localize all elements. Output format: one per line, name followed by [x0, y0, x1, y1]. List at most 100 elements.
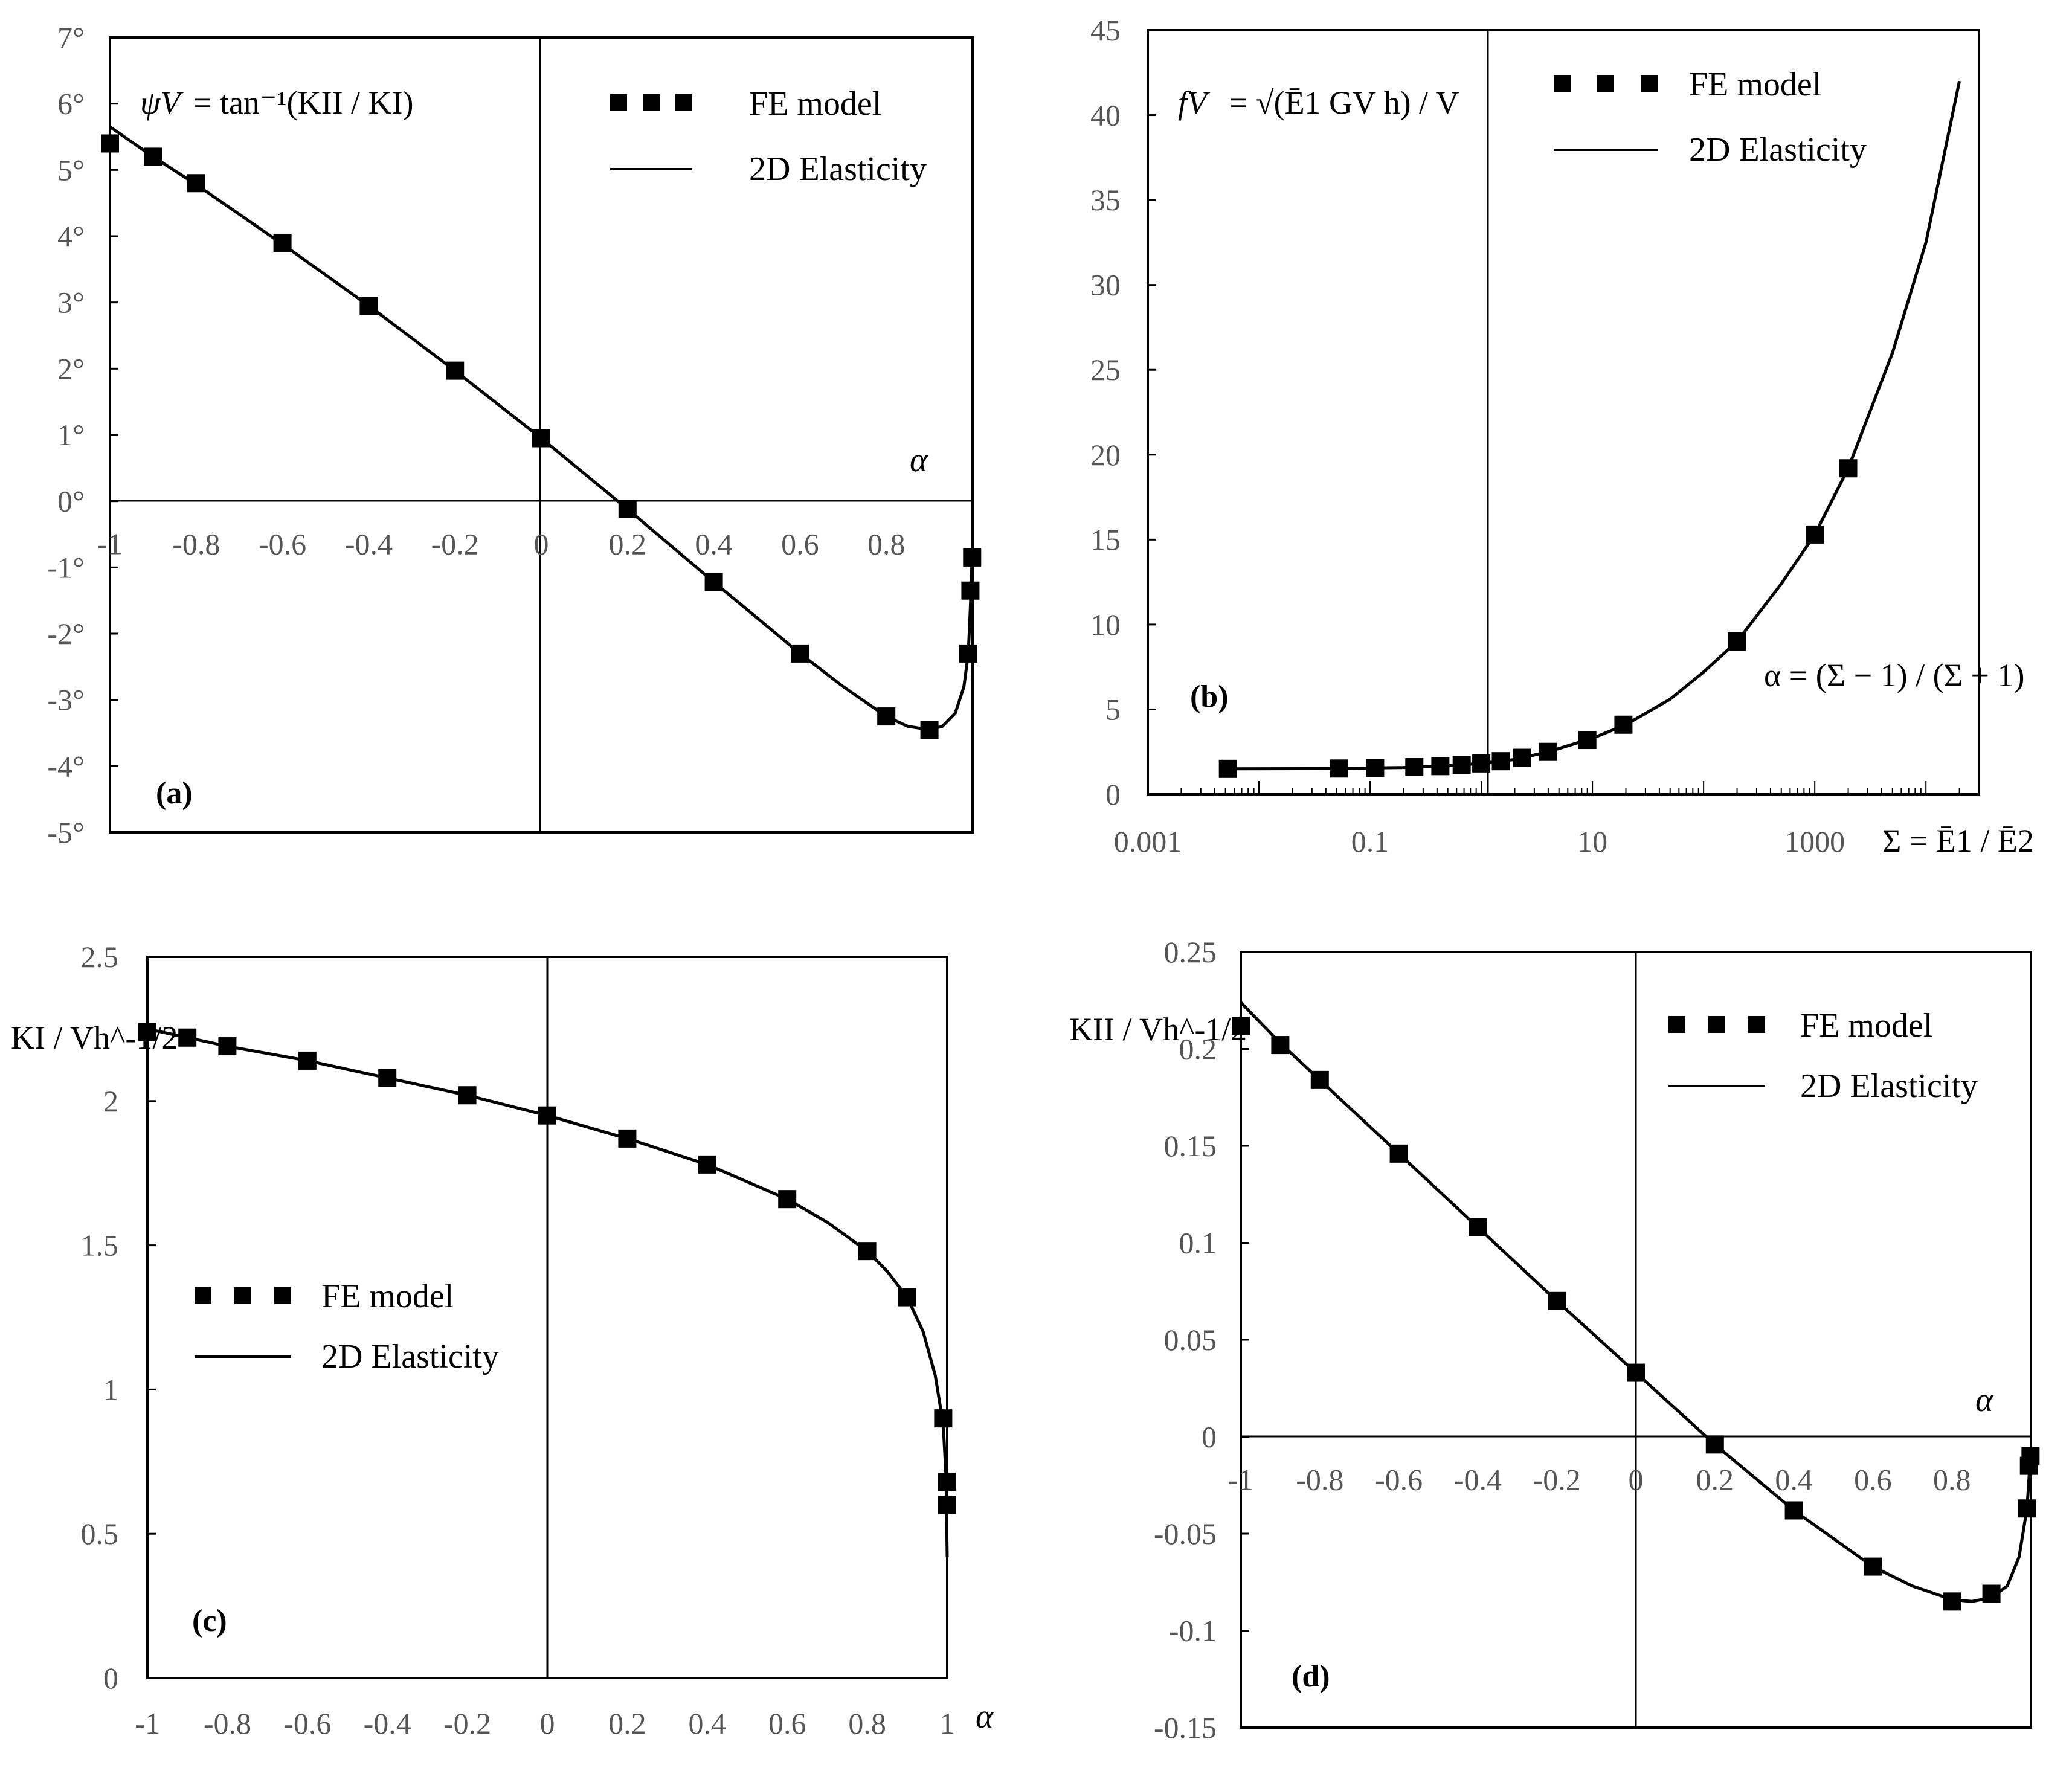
panel-d-fe-marker	[1548, 1291, 1566, 1310]
panel-a-y-tick-label: -4°	[47, 749, 85, 783]
panel-d-y-label: KII / Vh^-1/2	[1069, 1011, 1247, 1047]
panel-a-y-tick-label: -3°	[47, 683, 85, 717]
panel-b-y-tick-label: 35	[1090, 183, 1121, 217]
panel-a-legend-elasticity: 2D Elasticity	[749, 150, 927, 188]
panel-d-y-tick-label: -0.15	[1154, 1711, 1217, 1744]
panel-b-legend: FE model 2D Elasticity	[1554, 66, 1867, 169]
panel-d-legend-fe: FE model	[1800, 1007, 1932, 1044]
panel-b-y-tick-label: 45	[1090, 13, 1121, 47]
panel-c-fe-marker	[378, 1069, 397, 1087]
panel-c-fe-marker	[458, 1086, 477, 1105]
panel-d-x-tick-label: 0.8	[1933, 1463, 1971, 1497]
panel-a-fe-marker	[101, 134, 119, 153]
panel-a-fe-marker	[144, 147, 162, 166]
panel-d-fe-marker	[1310, 1070, 1329, 1089]
panel-a-y-tick-label: 5°	[57, 153, 85, 187]
panel-d-fe-marker	[2018, 1499, 2036, 1518]
panel-a-fe-marker	[920, 721, 939, 739]
panel-c-x-tick-label: 1	[940, 1706, 955, 1740]
panel-c-x-tick-label: -0.8	[204, 1706, 251, 1740]
panel-b-x-tick-label: 10	[1577, 825, 1607, 858]
panel-a-x-tick-label: -1	[97, 527, 123, 561]
panel-b-alpha-definition: α = (Σ − 1) / (Σ + 1)	[1764, 657, 2024, 693]
panel-a-x-label: α	[910, 442, 928, 479]
panel-b-fe-marker	[1539, 742, 1557, 761]
panel-a-fe-marker	[618, 500, 637, 518]
panel-d-x-tick-label: -0.2	[1533, 1463, 1581, 1497]
panel-d-x-tick-label: -1	[1228, 1463, 1253, 1497]
panel-a-y-tick-label: 6°	[57, 87, 85, 121]
panel-d: 0.25 0.2 0.15 0.1 0.05 0 -0.05 -0.1 -0.15 -1 -0.8…	[1069, 935, 2040, 1744]
panel-a-x-tick-label: 0	[534, 527, 549, 561]
panel-d-x-tick-label: -0.8	[1296, 1463, 1343, 1497]
panel-d-x-label: α	[1975, 1381, 1994, 1419]
panel-a-y-tick-label: 0°	[57, 484, 85, 518]
panel-d-elasticity-curve	[1240, 1001, 2032, 1603]
panel-c-fe-marker	[778, 1190, 797, 1209]
panel-a-fe-marker	[187, 174, 205, 193]
panel-d-fe-marker	[2021, 1447, 2040, 1465]
panel-a-x-tick-label: -0.8	[172, 527, 220, 561]
panel-b-fe-marker	[1405, 758, 1424, 777]
panel-c-x-tick-label: -0.2	[443, 1706, 491, 1740]
panel-d-x-tick-label: 0.6	[1854, 1463, 1892, 1497]
panel-c-fe-marker	[698, 1155, 716, 1174]
panel-c-legend-fe: FE model	[321, 1278, 454, 1315]
panel-d-y-tick-label: -0.05	[1154, 1517, 1217, 1551]
panel-a-x-tick-label: 0.8	[867, 527, 906, 561]
panel-a-fe-marker	[704, 573, 723, 591]
panel-d-fe-marker	[1627, 1363, 1645, 1382]
panel-c-fe-marker	[898, 1288, 916, 1307]
panel-b-fe-marker	[1452, 756, 1471, 774]
panel-d-panel-label: (d)	[1292, 1659, 1330, 1694]
panel-a-y-tick-label: -1°	[47, 550, 85, 584]
panel-c-y-tick-label: 2.5	[81, 940, 119, 974]
panel-a-fe-marker	[791, 644, 809, 663]
panel-a-legend-marker	[610, 94, 627, 111]
panel-d-x-tick-label: 0.4	[1775, 1463, 1813, 1497]
panel-a-x-tick-label: 0.2	[609, 527, 647, 561]
panel-c-y-tick-label: 2	[103, 1084, 118, 1118]
panel-a-fe-marker	[959, 644, 977, 663]
panel-d-x-tick-label: 0.2	[1696, 1463, 1734, 1497]
panel-b-y-tick-label: 10	[1090, 608, 1121, 641]
panel-b-y-tick-label: 40	[1090, 98, 1121, 132]
panel-b-panel-label: (b)	[1190, 680, 1229, 714]
panel-d-x-tick-label: -0.6	[1375, 1463, 1423, 1497]
panel-d-y-tick-label: 0.05	[1164, 1323, 1217, 1357]
panel-a-formula-lhs: ψV	[140, 85, 184, 121]
panel-d-fe-marker	[1982, 1584, 2001, 1603]
panel-b-x-tick-label: 0.1	[1351, 825, 1389, 858]
panel-a-y-tick-label: 1°	[57, 418, 85, 452]
panel-c-fe-marker	[934, 1409, 953, 1428]
panel-b-y-tick-label: 30	[1090, 268, 1121, 302]
panel-c-legend-marker	[234, 1287, 251, 1304]
panel-a-legend-fe: FE model	[749, 85, 881, 123]
panel-c-panel-label: (c)	[192, 1604, 227, 1638]
panel-b-y-tick-label: 20	[1090, 438, 1121, 472]
panel-b-legend-fe: FE model	[1689, 66, 1821, 103]
panel-b-fe-marker	[1513, 748, 1531, 767]
panel-b-plot-frame	[1147, 29, 1980, 796]
panel-b-legend-marker	[1641, 75, 1658, 92]
panel-c-x-tick-label: 0.8	[848, 1706, 886, 1740]
panel-b-fe-marker	[1431, 757, 1450, 776]
panel-d-fe-marker	[1271, 1036, 1290, 1055]
panel-d-legend-marker	[1748, 1016, 1765, 1033]
panel-a-fe-marker	[359, 297, 378, 315]
panel-c-x-tick-label: 0	[540, 1706, 555, 1740]
panel-d-legend-marker	[1708, 1016, 1725, 1033]
panel-c-legend-marker	[195, 1287, 211, 1304]
panel-a-fe-marker	[963, 548, 982, 567]
panel-b-y-tick-label: 0	[1105, 777, 1121, 811]
panel-c-y-tick-label: 0	[103, 1661, 118, 1695]
panel-d-y-tick-label: 0	[1202, 1420, 1217, 1454]
panel-a: 7° 6° 5° 4° 3° 2° 1° 0° -1° -2° -3° -4° -5° -1 -0.8 -0…	[47, 21, 982, 849]
panel-b-formula-lhs: fV	[1178, 85, 1211, 121]
panel-d-fe-marker	[1232, 1016, 1250, 1035]
panel-d-x-tick-label: -0.4	[1454, 1463, 1502, 1497]
panel-c-fe-marker	[178, 1028, 197, 1047]
panel-b-fe-marker	[1578, 731, 1597, 750]
panel-b-legend-marker	[1554, 75, 1571, 92]
